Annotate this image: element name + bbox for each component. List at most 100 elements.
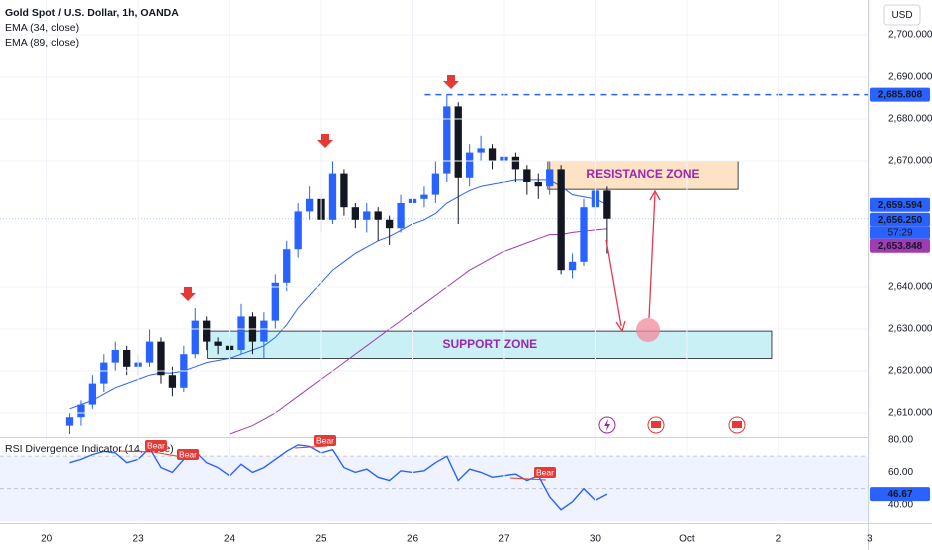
- candle-body: [203, 320, 211, 342]
- candle-body: [385, 219, 394, 229]
- bear-tag: [314, 435, 336, 446]
- candle-body: [477, 148, 485, 153]
- candle-body: [145, 341, 154, 363]
- candle-body: [271, 282, 279, 321]
- down-arrow: [317, 134, 333, 148]
- candle-body: [351, 207, 359, 220]
- down-arrow: [443, 75, 459, 89]
- last-price-label-box: [870, 212, 930, 227]
- candle-body: [191, 320, 199, 355]
- x-tick-label: 26: [407, 534, 419, 545]
- candle-body: [237, 316, 245, 351]
- zone: [207, 330, 773, 359]
- bear-tag: [145, 440, 167, 451]
- candle-body: [454, 106, 462, 178]
- candle-body: [546, 169, 554, 187]
- projection-arrowhead: [615, 320, 626, 333]
- down-arrow: [180, 287, 196, 301]
- resistance-price-label: 2,685.808: [878, 90, 923, 101]
- divergence-line: [509, 477, 547, 481]
- candle-body: [123, 350, 131, 367]
- bear-tag: [534, 467, 556, 478]
- ema-price-label-box: [870, 238, 930, 253]
- candle-body: [488, 148, 497, 161]
- countdown-label: 57:29: [887, 227, 912, 238]
- bear-label: Bear: [316, 435, 334, 445]
- rsi-value-box: [870, 487, 930, 502]
- candle-body: [374, 211, 382, 220]
- y-tick-label: 2,640.000: [888, 282, 932, 293]
- candle-body: [511, 156, 520, 170]
- candle-body: [294, 211, 302, 250]
- candle-body: [397, 203, 405, 229]
- candle-body: [283, 249, 291, 283]
- y-tick-label: 2,700.000: [888, 30, 932, 41]
- candle-body: [340, 173, 348, 208]
- divergence-line: [119, 450, 154, 453]
- candle-body: [328, 173, 337, 220]
- zone: [547, 160, 739, 190]
- candle-body: [260, 320, 268, 342]
- legend-entry: EMA (89, close): [5, 37, 79, 49]
- x-tick-label: Oct: [679, 534, 695, 545]
- x-tick-label: 25: [315, 534, 327, 545]
- target-marker: [636, 318, 660, 342]
- projection-line: [605, 239, 622, 327]
- candle-body: [305, 198, 314, 212]
- ema-price-label: 2,653.848: [878, 241, 923, 252]
- countdown-box: [870, 226, 930, 239]
- divergence-line: [294, 445, 328, 449]
- candle-body: [580, 207, 588, 262]
- rsi-value-label: 46.67: [887, 489, 912, 500]
- y-tick-label: 2,670.000: [888, 156, 932, 167]
- bear-label: Bear: [147, 440, 165, 450]
- y-tick-label: 2,610.000: [888, 408, 932, 419]
- event-icon-glyph: [604, 419, 610, 431]
- bear-label: Bear: [536, 467, 554, 477]
- candle-body: [568, 261, 577, 271]
- last-price-label: 2,656.250: [878, 215, 923, 226]
- event-icon-glyph: [732, 421, 742, 428]
- resistance-price-label-box: [870, 87, 930, 102]
- x-tick-label: 27: [498, 534, 510, 545]
- projection-line: [648, 192, 656, 319]
- candle-body: [100, 362, 108, 384]
- candle-body: [523, 169, 531, 182]
- candle-body: [431, 173, 440, 195]
- x-tick-label: 24: [224, 534, 236, 545]
- candle-body: [534, 181, 542, 187]
- candle-body: [557, 169, 565, 271]
- ema-price-label-box: [870, 197, 930, 212]
- bear-tag: [177, 449, 199, 460]
- candle-body: [363, 211, 371, 220]
- chart-title: Gold Spot / U.S. Dollar, 1h, OANDA: [5, 7, 179, 19]
- candle-body: [168, 375, 177, 388]
- zones: [207, 160, 773, 359]
- candle-body: [214, 341, 222, 346]
- rsi-line: [69, 444, 608, 511]
- candle-body: [77, 404, 85, 418]
- axes: [0, 0, 871, 522]
- y-tick-label: 2,690.000: [888, 72, 932, 83]
- currency-label[interactable]: USD: [891, 10, 912, 21]
- candle-body: [157, 341, 165, 376]
- bear-label: Bear: [179, 449, 197, 459]
- candle-body: [443, 106, 451, 174]
- y-tick-label: 2,680.000: [888, 114, 932, 125]
- zone-label: SUPPORT ZONE: [442, 337, 537, 351]
- candle-body: [88, 383, 97, 405]
- y-tick-label: 2,630.000: [888, 324, 932, 335]
- zone-label: RESISTANCE ZONE: [586, 167, 699, 181]
- x-tick-label: 2: [776, 534, 782, 545]
- ema-line: [229, 228, 607, 435]
- candle-body: [65, 417, 74, 426]
- currency-button[interactable]: [883, 4, 921, 26]
- legend-entry: EMA (34, close): [5, 22, 79, 34]
- projection-arrowhead: [649, 189, 661, 201]
- x-tick-label: 30: [590, 534, 602, 545]
- rsi-tick-label: 40.00: [888, 500, 913, 511]
- rsi-tick-label: 80.00: [888, 435, 913, 446]
- x-tick-label: 3: [867, 534, 873, 545]
- axis-labels: 2,700.000 2,690.000 2,680.000 2,670.000 2,64…: [41, 30, 932, 545]
